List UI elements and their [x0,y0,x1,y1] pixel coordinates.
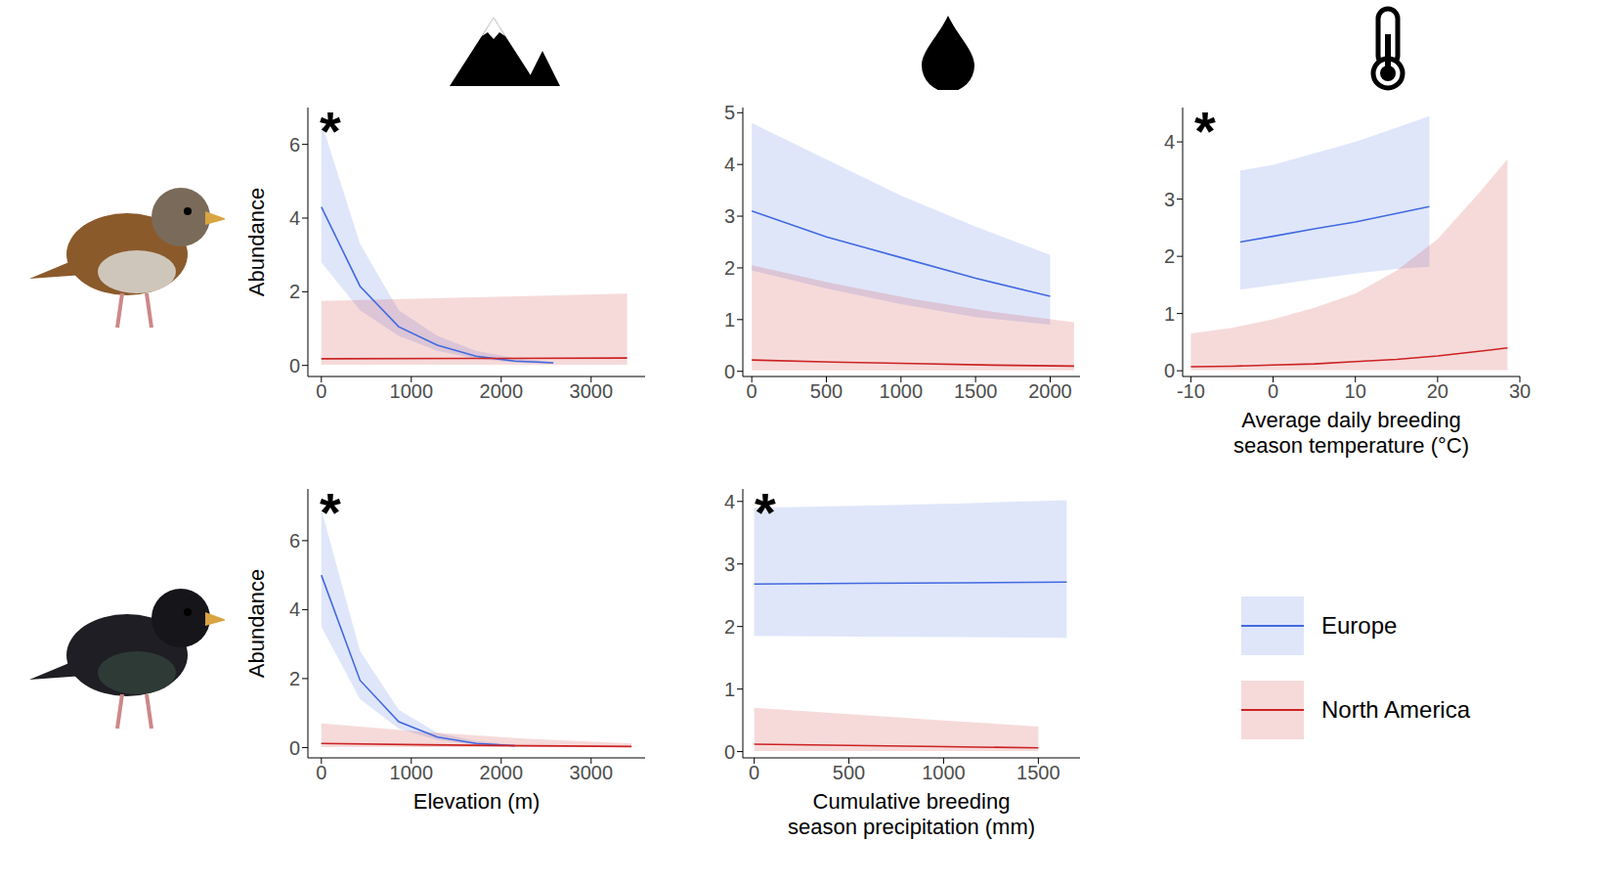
svg-text:2000: 2000 [1028,380,1073,402]
svg-text:Abundance: Abundance [244,568,269,678]
svg-text:1000: 1000 [921,761,966,783]
svg-text:1500: 1500 [953,380,998,402]
svg-text:4: 4 [289,598,301,620]
svg-text:3: 3 [1164,188,1175,211]
svg-text:Abundance: Abundance [244,187,269,297]
svg-text:1000: 1000 [389,380,434,402]
svg-text:4: 4 [1164,130,1175,153]
svg-text:20: 20 [1427,380,1449,402]
svg-text:4: 4 [289,207,301,229]
svg-text:10: 10 [1344,380,1367,402]
svg-text:1500: 1500 [1016,761,1061,783]
svg-text:3000: 3000 [569,380,614,402]
svg-text:0: 0 [1267,380,1279,402]
svg-text:0: 0 [1164,359,1175,382]
svg-text:0: 0 [724,360,736,383]
svg-text:0: 0 [315,380,327,402]
svg-text:1: 1 [724,678,736,700]
svg-text:4: 4 [724,153,736,175]
svg-text:1: 1 [724,308,736,331]
svg-text:6: 6 [289,133,301,156]
svg-text:2: 2 [289,667,301,690]
svg-text:30: 30 [1509,380,1531,402]
svg-text:-10: -10 [1176,380,1206,402]
svg-text:500: 500 [832,761,865,783]
svg-text:2: 2 [289,280,301,303]
svg-text:1000: 1000 [879,380,924,402]
html-text:Europe: Europe [1321,611,1398,639]
html-text:North America: North America [1321,695,1471,723]
svg-text:Elevation (m): Elevation (m) [413,788,541,814]
svg-text:0: 0 [289,736,301,759]
svg-text:2: 2 [724,257,736,279]
svg-text:1: 1 [1164,302,1175,325]
svg-text:0: 0 [724,740,736,763]
svg-text:2000: 2000 [479,380,524,402]
svg-text:6: 6 [289,529,301,552]
svg-text:2: 2 [1164,245,1175,267]
svg-text:3: 3 [724,205,736,227]
svg-text:Cumulative breedingseason prec: Cumulative breedingseason precipitation … [787,788,1036,839]
svg-text:3000: 3000 [569,761,614,783]
svg-text:0: 0 [746,380,758,402]
svg-text:2: 2 [724,615,736,638]
svg-text:2000: 2000 [479,761,524,783]
svg-text:0: 0 [289,354,301,377]
svg-text:Average daily breedingseason t: Average daily breedingseason temperature… [1233,407,1470,458]
svg-text:0: 0 [748,761,760,783]
svg-text:3: 3 [724,553,736,575]
svg-text:5: 5 [724,101,736,124]
svg-text:500: 500 [810,380,843,402]
svg-text:1000: 1000 [389,761,434,783]
svg-text:4: 4 [724,490,736,513]
svg-text:0: 0 [315,761,327,783]
